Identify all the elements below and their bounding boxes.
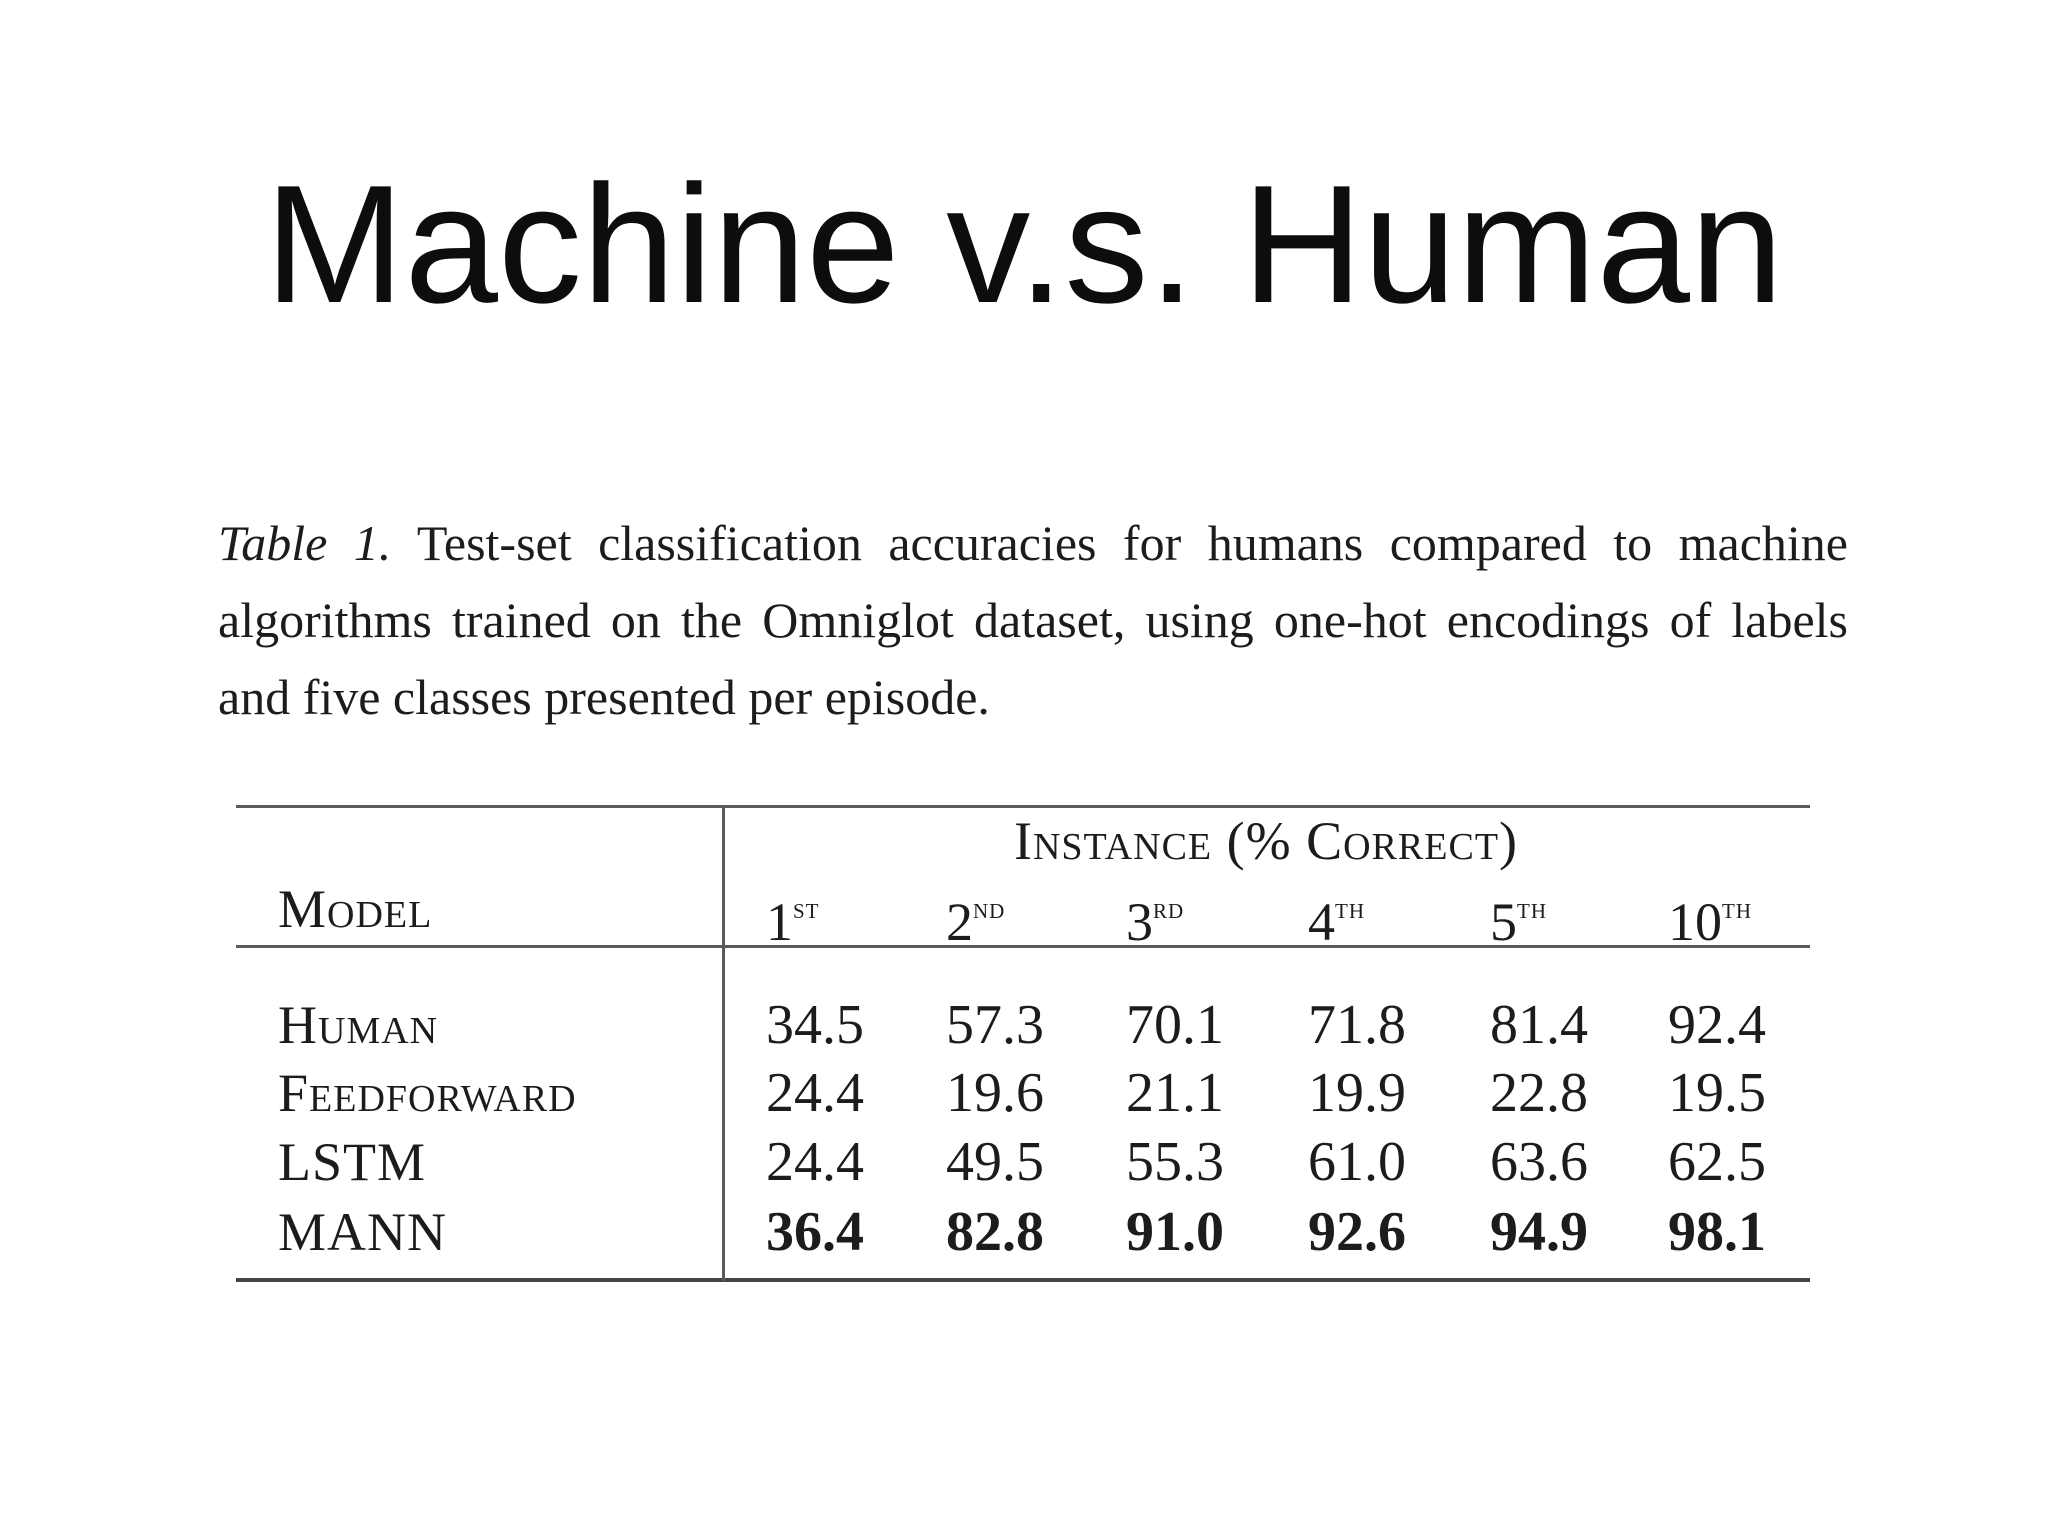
row-model-label: Feedforward xyxy=(278,1063,577,1123)
table-cell: 63.6 xyxy=(1490,1131,1588,1193)
table-cell: 24.4 xyxy=(766,1062,864,1124)
table-cell: 62.5 xyxy=(1668,1131,1766,1193)
table-caption: Table 1. Test-set classification accurac… xyxy=(218,505,1848,736)
table-cell: 98.1 xyxy=(1668,1201,1766,1263)
instance-column-header: 4th xyxy=(1308,879,1468,952)
table-cell: 24.4 xyxy=(766,1131,864,1193)
caption-text: Test-set classification accuracies for h… xyxy=(218,515,1848,725)
row-model-label: MANN xyxy=(278,1202,448,1262)
row-model-label: LSTM xyxy=(278,1132,427,1192)
instance-column-header: 2nd xyxy=(946,879,1106,952)
slide-title: Machine v.s. Human xyxy=(264,150,1784,338)
table-header-rule xyxy=(236,945,1810,948)
table-cell: 19.5 xyxy=(1668,1062,1766,1124)
column-header-suffix: th xyxy=(1335,892,1365,925)
table-cell: 92.4 xyxy=(1668,994,1766,1056)
column-header-number: 4 xyxy=(1308,892,1335,952)
table-cell: 61.0 xyxy=(1308,1131,1406,1193)
table-cell: 22.8 xyxy=(1490,1062,1588,1124)
column-header-number: 1 xyxy=(766,892,793,952)
instance-column-header: 3rd xyxy=(1126,879,1286,952)
column-header-suffix: rd xyxy=(1153,892,1185,925)
column-header-suffix: th xyxy=(1722,892,1752,925)
table-cell: 91.0 xyxy=(1126,1201,1224,1263)
column-header-suffix: th xyxy=(1517,892,1547,925)
table-column-divider xyxy=(722,805,725,1281)
instance-column-header: 5th xyxy=(1490,879,1650,952)
table-cell: 71.8 xyxy=(1308,994,1406,1056)
column-header-number: 2 xyxy=(946,892,973,952)
table-cell: 21.1 xyxy=(1126,1062,1224,1124)
table-cell: 34.5 xyxy=(766,994,864,1056)
column-header-number: 10 xyxy=(1668,892,1722,952)
column-header-number: 5 xyxy=(1490,892,1517,952)
table-bottom-rule xyxy=(236,1278,1810,1282)
table-cell: 19.9 xyxy=(1308,1062,1406,1124)
instance-group-header: Instance (% Correct) xyxy=(1013,811,1519,871)
table-cell: 94.9 xyxy=(1490,1201,1588,1263)
table-cell: 49.5 xyxy=(946,1131,1044,1193)
table-cell: 36.4 xyxy=(766,1201,864,1263)
model-column-header: Model xyxy=(278,879,433,939)
row-model-label: Human xyxy=(278,995,439,1055)
instance-column-header: 1st xyxy=(766,879,926,952)
table-cell: 81.4 xyxy=(1490,994,1588,1056)
table-cell: 55.3 xyxy=(1126,1131,1224,1193)
table-cell: 92.6 xyxy=(1308,1201,1406,1263)
table-cell: 70.1 xyxy=(1126,994,1224,1056)
instance-column-header: 10th xyxy=(1668,879,1828,952)
column-header-suffix: nd xyxy=(973,892,1006,925)
table-cell: 82.8 xyxy=(946,1201,1044,1263)
table-cell: 19.6 xyxy=(946,1062,1044,1124)
column-header-number: 3 xyxy=(1126,892,1153,952)
table-top-rule xyxy=(236,805,1810,808)
table-cell: 57.3 xyxy=(946,994,1044,1056)
caption-label: Table 1. xyxy=(218,515,392,571)
column-header-suffix: st xyxy=(793,892,820,925)
